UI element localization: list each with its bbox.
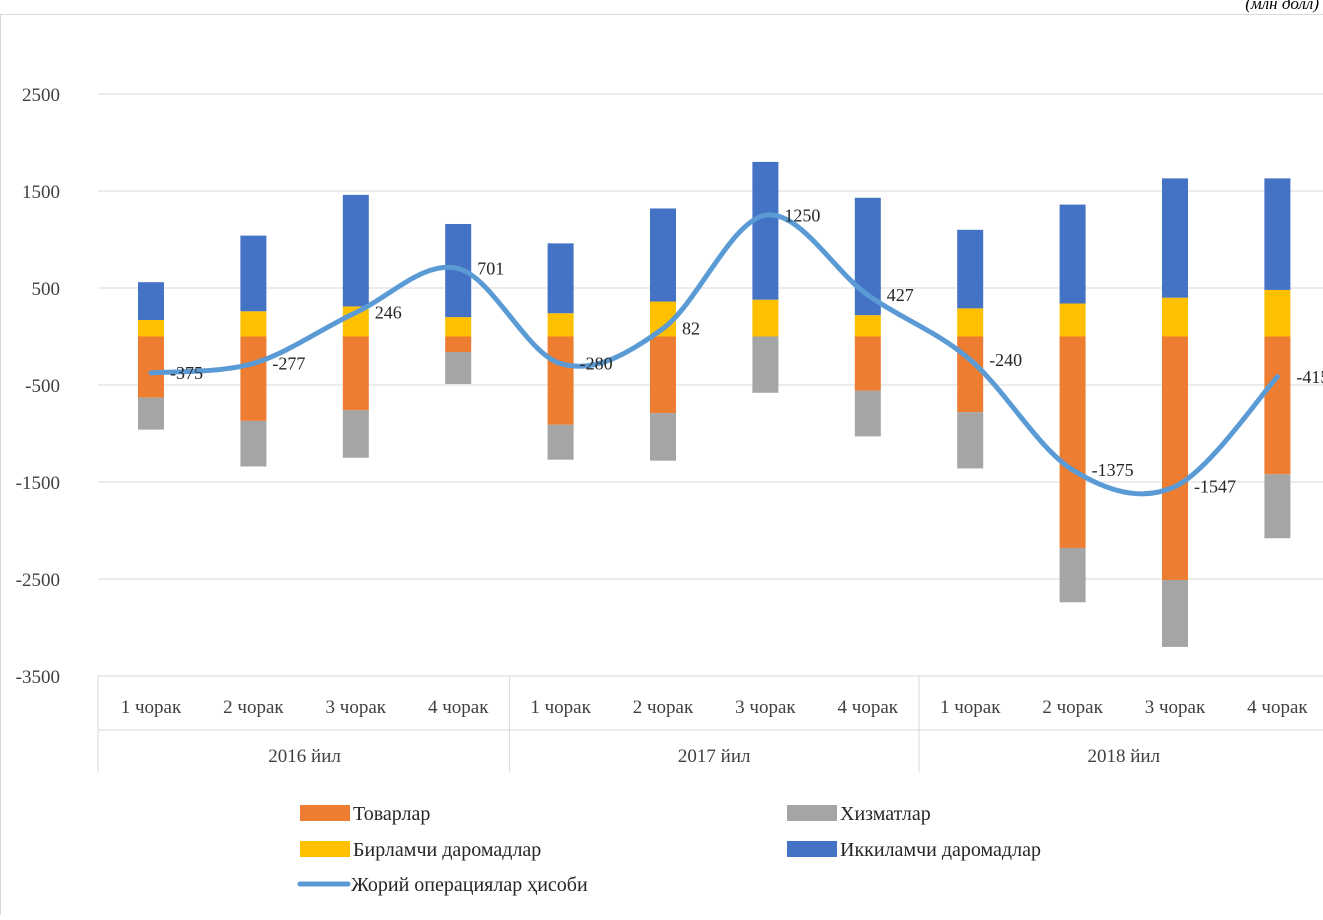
bar-segment xyxy=(1264,337,1290,475)
legend-label: Иккиламчи даромадлар xyxy=(840,839,1041,861)
y-tick-label: 1500 xyxy=(22,182,60,203)
bar-segment xyxy=(445,352,471,384)
bar-segment xyxy=(343,195,369,307)
bar-segment xyxy=(1060,548,1086,602)
x-tick-label: 1 чорак xyxy=(940,697,1001,718)
bar-segment xyxy=(650,413,676,461)
bar-segment xyxy=(343,410,369,458)
bar-segment xyxy=(138,337,164,398)
bar-segment xyxy=(650,337,676,414)
bar-segment xyxy=(240,337,266,421)
bar-segment xyxy=(1264,178,1290,290)
bar-segment xyxy=(138,282,164,320)
line-data-label: -280 xyxy=(580,354,613,374)
y-axis-ticks: 2500 1500 500 -500 -1500 -2500 -3500 xyxy=(16,85,60,688)
bar-segment xyxy=(752,337,778,393)
bar-segment xyxy=(1060,337,1086,548)
y-tick-label: 2500 xyxy=(22,85,60,106)
bar-segment xyxy=(855,315,881,336)
bar-segment xyxy=(1264,474,1290,538)
x-tick-label: 2 чорак xyxy=(223,697,284,718)
gridlines xyxy=(98,94,1323,676)
bar-segment xyxy=(548,425,574,460)
x-tick-label: 3 чорак xyxy=(735,697,796,718)
legend-label: Хизматлар xyxy=(840,803,931,825)
bar-segment xyxy=(1162,178,1188,297)
legend-swatch xyxy=(300,805,350,821)
bar-segment xyxy=(855,337,881,391)
bar-segment xyxy=(138,320,164,336)
bar-segment xyxy=(752,162,778,300)
line-data-label: -1547 xyxy=(1194,477,1236,497)
line-data-label: 246 xyxy=(375,303,402,323)
line-data-label: 82 xyxy=(682,319,700,339)
bar-segment xyxy=(240,421,266,467)
line-data-label: -1375 xyxy=(1092,460,1134,480)
legend-swatch xyxy=(300,841,350,857)
bar-segment xyxy=(1060,304,1086,337)
x-tick-label: 4 чорак xyxy=(428,697,489,718)
bar-segment xyxy=(650,208,676,301)
bar-segment xyxy=(548,337,574,425)
bar-segment xyxy=(1060,205,1086,304)
bar-segment xyxy=(752,300,778,337)
y-tick-label: -3500 xyxy=(16,667,60,688)
line-data-label: -240 xyxy=(989,350,1022,370)
x-tick-label: 3 чорак xyxy=(1145,697,1206,718)
bar-segment xyxy=(957,412,983,468)
y-tick-label: 500 xyxy=(32,279,61,300)
bar-segment xyxy=(957,230,983,309)
bars xyxy=(138,162,1290,647)
legend-label: Бирламчи даромадлар xyxy=(353,839,541,861)
y-tick-label: -500 xyxy=(25,376,60,397)
x-axis: 1 чорак 2 чорак 3 чорак 4 чорак 1 чорак 2 чор… xyxy=(98,676,1323,772)
line-data-label: -415 xyxy=(1296,367,1323,387)
legend-swatch xyxy=(787,805,837,821)
current-account-line-path xyxy=(151,215,1277,494)
x-tick-label: 1 чорак xyxy=(121,697,182,718)
bar-segment xyxy=(1162,580,1188,647)
x-tick-label: 1 чорак xyxy=(530,697,591,718)
legend-label: Жорий операциялар ҳисоби xyxy=(351,874,588,896)
line-data-label: -375 xyxy=(170,363,203,383)
bar-segment xyxy=(1162,298,1188,337)
bar-segment xyxy=(957,337,983,413)
line-data-label: 1250 xyxy=(784,205,820,225)
current-account-line xyxy=(151,215,1277,494)
bar-segment xyxy=(1162,337,1188,580)
bar-segment xyxy=(548,313,574,336)
unit-note: (млн долл) xyxy=(1245,0,1319,14)
bar-segment xyxy=(445,317,471,336)
x-tick-label: 4 чорак xyxy=(838,697,899,718)
bar-segment xyxy=(343,337,369,411)
legend: Товарлар Хизматлар Бирламчи даромадлар Икки… xyxy=(300,803,1041,896)
x-group-label: 2016 йил xyxy=(268,746,341,767)
bar-segment xyxy=(548,243,574,313)
line-data-label: 701 xyxy=(477,259,504,279)
bar-segment xyxy=(138,398,164,430)
bar-segment xyxy=(855,391,881,437)
x-group-label: 2018 йил xyxy=(1088,746,1161,767)
bar-segment xyxy=(1264,290,1290,337)
bar-segment xyxy=(445,337,471,353)
legend-swatch xyxy=(787,841,837,857)
line-data-label: -277 xyxy=(272,353,305,373)
x-tick-label: 2 чорак xyxy=(633,697,694,718)
bar-segment xyxy=(240,236,266,312)
x-group-label: 2017 йил xyxy=(678,746,751,767)
y-tick-label: -1500 xyxy=(16,473,60,494)
bar-segment xyxy=(957,308,983,336)
x-tick-label: 3 чорак xyxy=(326,697,387,718)
bar-segment xyxy=(240,311,266,336)
legend-label: Товарлар xyxy=(353,803,430,825)
line-data-label: 427 xyxy=(887,285,914,305)
y-tick-label: -2500 xyxy=(16,570,60,591)
x-tick-label: 2 чорак xyxy=(1042,697,1103,718)
x-tick-label: 4 чорак xyxy=(1247,697,1308,718)
